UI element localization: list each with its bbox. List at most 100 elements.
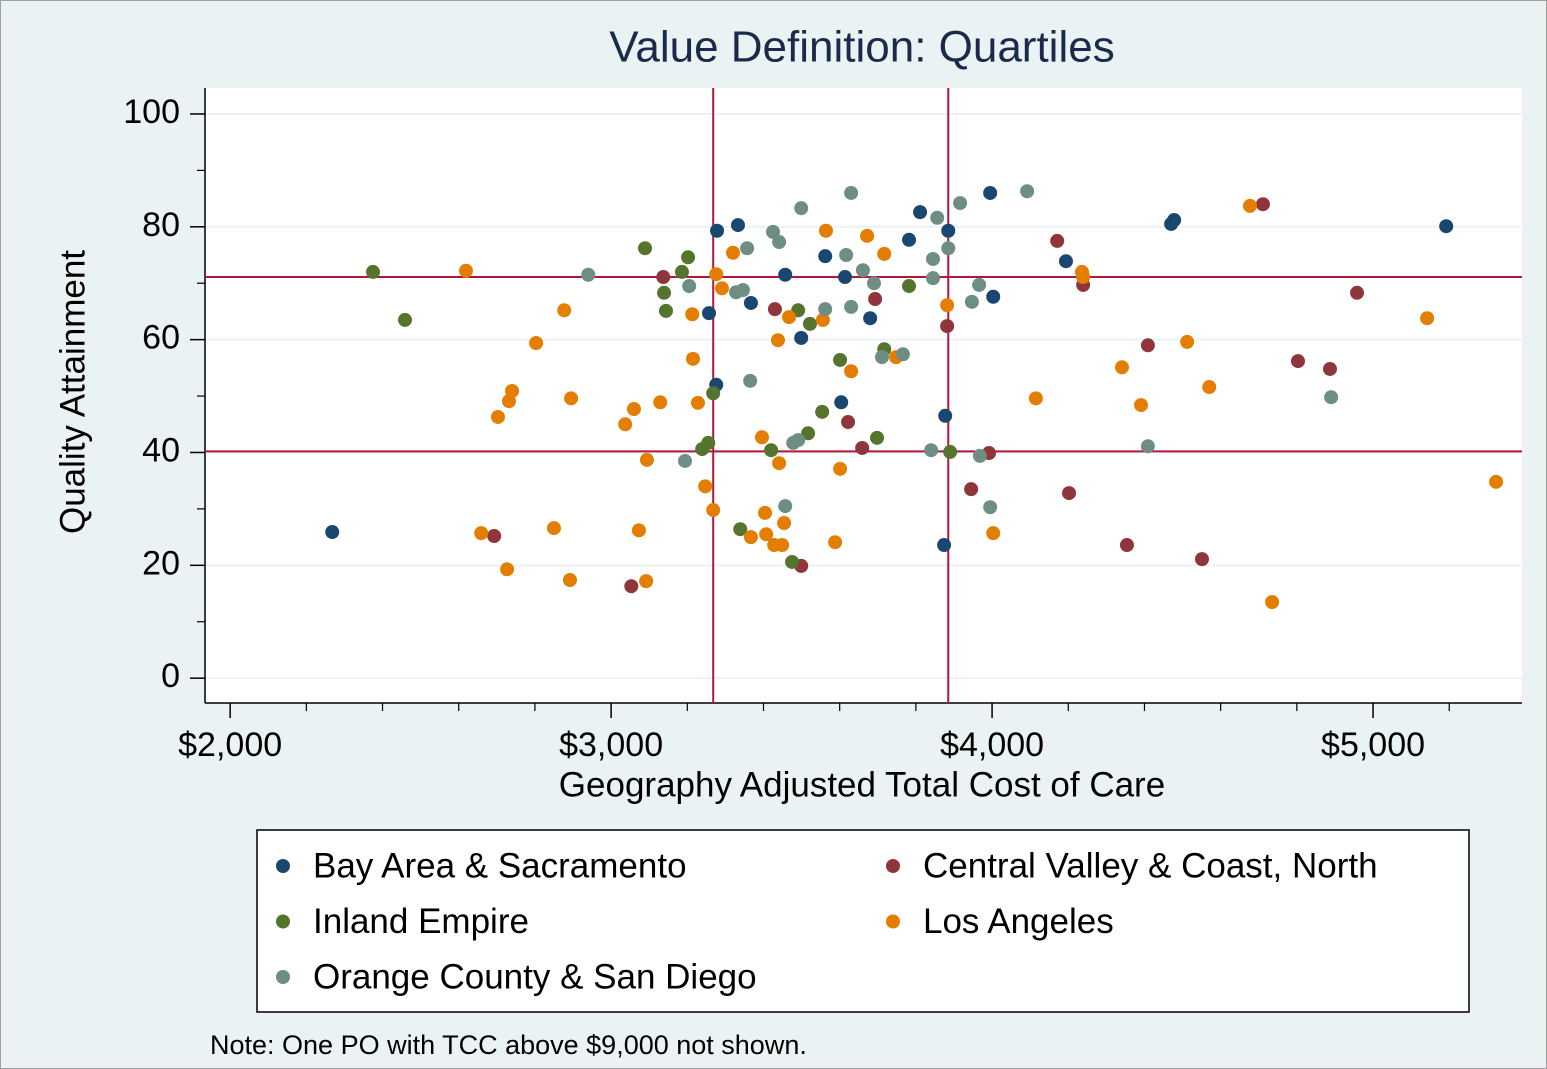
point <box>758 505 773 520</box>
point <box>1290 354 1305 369</box>
point <box>500 562 515 577</box>
point <box>618 417 633 432</box>
point <box>639 574 654 589</box>
point <box>564 391 579 406</box>
point <box>674 264 689 279</box>
point <box>930 210 945 225</box>
point <box>775 538 790 553</box>
point <box>772 456 787 471</box>
x-tick-label: $5,000 <box>1321 726 1425 764</box>
point <box>740 241 755 256</box>
point <box>474 526 489 541</box>
legend-marker <box>276 970 290 984</box>
point <box>743 295 758 310</box>
point <box>777 516 792 531</box>
point <box>366 264 381 279</box>
point <box>1202 380 1217 395</box>
point <box>557 303 572 318</box>
point <box>743 530 758 545</box>
point <box>902 232 917 247</box>
legend-label: Los Angeles <box>923 902 1114 941</box>
point <box>458 263 473 278</box>
point <box>844 299 859 314</box>
y-tick-label: 40 <box>142 431 180 469</box>
plot-area <box>205 88 1522 703</box>
y-tick-label: 20 <box>142 544 180 582</box>
point <box>398 312 413 327</box>
point <box>953 196 968 211</box>
point <box>972 448 987 463</box>
point <box>943 444 958 459</box>
point <box>624 579 639 594</box>
point <box>983 500 998 515</box>
legend-marker <box>276 859 290 873</box>
point <box>794 201 809 216</box>
point <box>941 241 956 256</box>
point <box>714 281 729 296</box>
point <box>487 528 502 543</box>
point <box>743 373 758 388</box>
point <box>1167 213 1182 228</box>
note: Note: One PO with TCC above $9,000 not s… <box>210 1030 807 1060</box>
point <box>325 525 340 540</box>
point <box>562 573 577 587</box>
legend-label: Bay Area & Sacramento <box>313 846 687 885</box>
legend-marker <box>886 914 900 929</box>
point <box>841 415 856 430</box>
point <box>818 249 833 264</box>
legend-label: Central Valley & Coast, North <box>923 846 1378 885</box>
point <box>937 538 952 553</box>
point <box>866 276 881 291</box>
point <box>964 482 979 497</box>
point <box>1242 198 1257 213</box>
point <box>815 312 830 327</box>
x-tick-label: $2,000 <box>178 726 282 764</box>
point <box>685 307 700 322</box>
point <box>1420 311 1435 326</box>
point <box>1020 184 1035 199</box>
point <box>706 386 721 401</box>
point <box>926 251 941 266</box>
point <box>926 271 941 286</box>
point <box>653 395 668 410</box>
point <box>834 395 849 410</box>
point <box>986 289 1001 304</box>
point <box>764 443 779 458</box>
legend-marker <box>886 859 900 873</box>
point <box>870 430 885 445</box>
point <box>778 267 793 282</box>
point <box>844 364 859 379</box>
point <box>638 241 653 256</box>
point <box>657 285 672 300</box>
point <box>986 526 1001 541</box>
point <box>682 279 697 294</box>
point <box>639 452 654 467</box>
point <box>941 223 956 238</box>
point <box>1194 552 1209 567</box>
point <box>581 267 596 282</box>
legend-marker <box>276 914 290 929</box>
point <box>924 443 939 458</box>
point <box>529 336 544 351</box>
point <box>1140 439 1155 454</box>
point <box>1439 219 1454 234</box>
y-tick-label: 100 <box>123 93 180 131</box>
point <box>658 303 673 318</box>
point <box>726 245 741 260</box>
point <box>698 479 713 494</box>
point <box>626 402 641 417</box>
point <box>735 282 750 297</box>
point <box>767 302 782 317</box>
point <box>1324 390 1339 405</box>
point <box>844 185 859 200</box>
point <box>938 408 953 423</box>
x-axis-label: Geography Adjusted Total Cost of Care <box>559 765 1165 804</box>
point <box>1140 338 1155 353</box>
point <box>706 503 721 518</box>
point <box>1350 285 1365 300</box>
point <box>794 330 809 345</box>
point <box>838 270 853 285</box>
point <box>940 298 955 313</box>
chart-title: Value Definition: Quartiles <box>609 23 1114 72</box>
point <box>690 395 705 410</box>
